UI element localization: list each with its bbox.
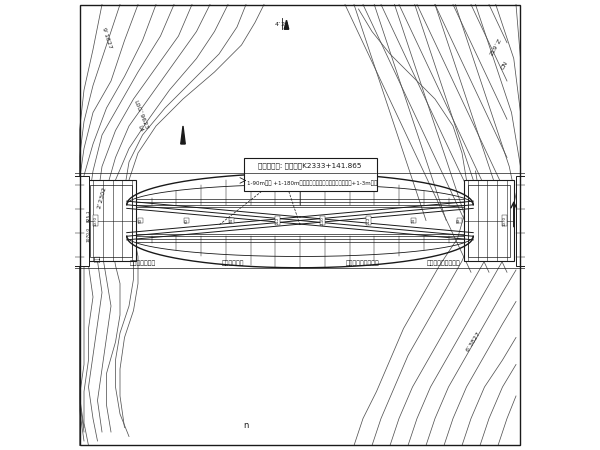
Text: 大桥总体平面: 大桥总体平面 — [221, 261, 244, 266]
Bar — [516, 176, 548, 266]
Text: 桩锚: 桩锚 — [95, 255, 100, 262]
Text: 花瓶用大桥: 中心桩号K2333+141.865: 花瓶用大桥: 中心桩号K2333+141.865 — [259, 162, 362, 169]
Text: 90: 90 — [457, 218, 461, 223]
Text: 1070.0: 1070.0 — [86, 226, 91, 242]
Text: 桥台变形缝附近平面: 桥台变形缝附近平面 — [346, 261, 380, 266]
Text: L0G`9623: L0G`9623 — [132, 99, 148, 130]
Text: CN: CN — [500, 60, 509, 71]
Text: 90: 90 — [139, 218, 143, 223]
Text: 1-90m拱桥 +1-180m广场式提篮钢管混凝土支撑斜行支架+1-3m盖板: 1-90m拱桥 +1-180m广场式提篮钢管混凝土支撑斜行支架+1-3m盖板 — [247, 180, 377, 185]
Bar — [55, 176, 89, 266]
Text: L4: L4 — [137, 124, 144, 132]
Text: 1070: 1070 — [503, 216, 507, 225]
Text: 1070: 1070 — [93, 216, 97, 225]
Polygon shape — [284, 20, 289, 29]
Bar — [86, 180, 136, 261]
Text: 212: 212 — [366, 217, 370, 224]
Text: 74: 74 — [412, 218, 416, 223]
Text: 212: 212 — [275, 217, 279, 224]
Text: 2`2302: 2`2302 — [97, 186, 107, 210]
Polygon shape — [181, 126, 185, 144]
Bar — [244, 158, 377, 191]
Text: 9`1827: 9`1827 — [101, 27, 112, 50]
Bar — [464, 180, 514, 261]
Text: 右桥台附近平面布置: 右桥台附近平面布置 — [427, 261, 461, 266]
Text: n: n — [244, 421, 248, 430]
Text: 左桥台附近平面: 左桥台附近平面 — [130, 261, 155, 266]
Text: ZL9`Z: ZL9`Z — [489, 38, 503, 57]
Text: 74: 74 — [230, 218, 234, 223]
Text: 4`21: 4`21 — [275, 22, 290, 27]
Text: 825.1: 825.1 — [86, 210, 91, 222]
Bar — [468, 184, 510, 256]
Text: 2,10: 2,10 — [321, 216, 325, 225]
Text: 6`3827: 6`3827 — [465, 331, 481, 353]
Bar — [90, 184, 132, 256]
Text: 60: 60 — [184, 218, 188, 223]
